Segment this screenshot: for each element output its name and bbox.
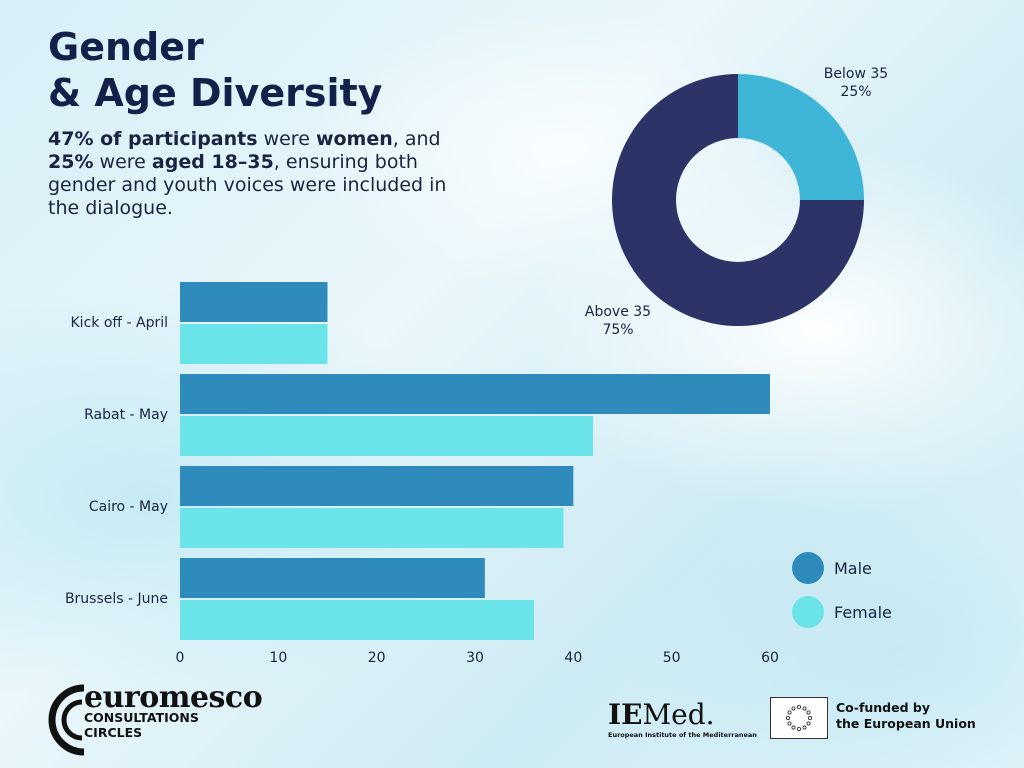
euromesco-subtitle: CONSULTATIONS CIRCLES <box>84 710 199 740</box>
desc-part-7: aged 18–35 <box>151 151 274 173</box>
bar-female-2 <box>180 508 564 548</box>
desc-part-1: 47% of participants <box>48 128 258 150</box>
bar-male-3 <box>180 558 485 598</box>
chart-legend: Male Female <box>792 552 892 640</box>
eu-star-4 <box>791 725 796 730</box>
eu-stars-icon <box>785 705 813 731</box>
eu-star-8 <box>791 706 796 711</box>
bar-female-1 <box>180 416 593 456</box>
eu-star-7 <box>787 710 792 715</box>
euromesco-sub-line-2: CIRCLES <box>84 725 143 740</box>
legend-swatch-female <box>792 596 824 628</box>
eu-star-1 <box>806 721 811 726</box>
eu-star-5 <box>787 721 792 726</box>
legend-item-male: Male <box>792 552 892 584</box>
donut-label-0: Below 35 <box>824 66 888 82</box>
eu-star-9 <box>796 705 801 710</box>
iemed-logo: IEMed. European Institute of the Mediter… <box>608 700 758 750</box>
eu-text-line-1: Co-funded by <box>836 700 931 715</box>
legend-item-female: Female <box>792 596 892 628</box>
donut-slice-0 <box>738 74 864 200</box>
donut-label-1: Above 35 <box>585 304 651 320</box>
eu-star-11 <box>806 710 811 715</box>
x-tick-label-3: 30 <box>466 650 484 666</box>
eu-star-3 <box>796 726 801 731</box>
euromesco-sub-line-1: CONSULTATIONS <box>84 710 199 725</box>
eu-star-10 <box>802 706 807 711</box>
eu-flag-icon <box>770 697 828 739</box>
bar-female-0 <box>180 324 328 364</box>
eu-text-line-2: the European Union <box>836 716 976 731</box>
page-title: Gender & Age Diversity <box>48 24 382 116</box>
euromesco-wordmark: euromesco <box>84 680 263 715</box>
iemed-word-med: Med. <box>642 698 715 731</box>
euromesco-swirl-icon <box>48 684 85 756</box>
title-line-2: & Age Diversity <box>48 71 383 115</box>
donut-value-label-0: 25% <box>840 84 871 100</box>
eu-text: Co-funded by the European Union <box>836 700 976 732</box>
legend-label-male: Male <box>834 558 872 578</box>
desc-part-6: were <box>93 151 152 173</box>
category-label-1: Rabat - May <box>84 407 168 423</box>
iemed-wordmark: IEMed. <box>608 700 758 730</box>
donut-slice-1 <box>612 74 864 326</box>
x-tick-label-5: 50 <box>663 650 681 666</box>
bar-male-2 <box>180 466 574 506</box>
eu-star-2 <box>802 725 807 730</box>
x-tick-label-2: 20 <box>368 650 386 666</box>
legend-swatch-male <box>792 552 824 584</box>
x-tick-label-1: 10 <box>269 650 287 666</box>
bar-male-0 <box>180 282 328 322</box>
category-label-0: Kick off - April <box>71 315 169 331</box>
eu-star-6 <box>785 715 790 720</box>
category-label-2: Cairo - May <box>89 499 168 515</box>
desc-part-3: women <box>315 128 393 150</box>
x-tick-label-4: 40 <box>564 650 582 666</box>
desc-part-4: , and <box>392 128 441 150</box>
x-tick-label-0: 0 <box>176 650 185 666</box>
bar-female-3 <box>180 600 534 640</box>
desc-part-2: were <box>257 128 316 150</box>
legend-label-female: Female <box>834 602 892 622</box>
euromesco-logo: euromesco CONSULTATIONS CIRCLES <box>46 680 286 760</box>
bar-male-1 <box>180 374 770 414</box>
donut-value-label-1: 75% <box>602 322 633 338</box>
iemed-word-ie: IE <box>608 698 643 731</box>
category-label-3: Brussels - June <box>65 591 168 607</box>
eu-cofunded-logo: Co-funded by the European Union <box>770 697 1000 739</box>
desc-part-5: 25% <box>48 151 94 173</box>
description: 47% of participants were women, and 25% … <box>48 128 448 220</box>
title-line-1: Gender <box>48 25 204 69</box>
iemed-subtitle: European Institute of the Mediterranean <box>608 731 757 739</box>
x-tick-label-6: 60 <box>761 650 779 666</box>
desc-part-8: , ensuring both gender and youth voices … <box>48 151 447 219</box>
eu-star-0 <box>808 715 813 720</box>
